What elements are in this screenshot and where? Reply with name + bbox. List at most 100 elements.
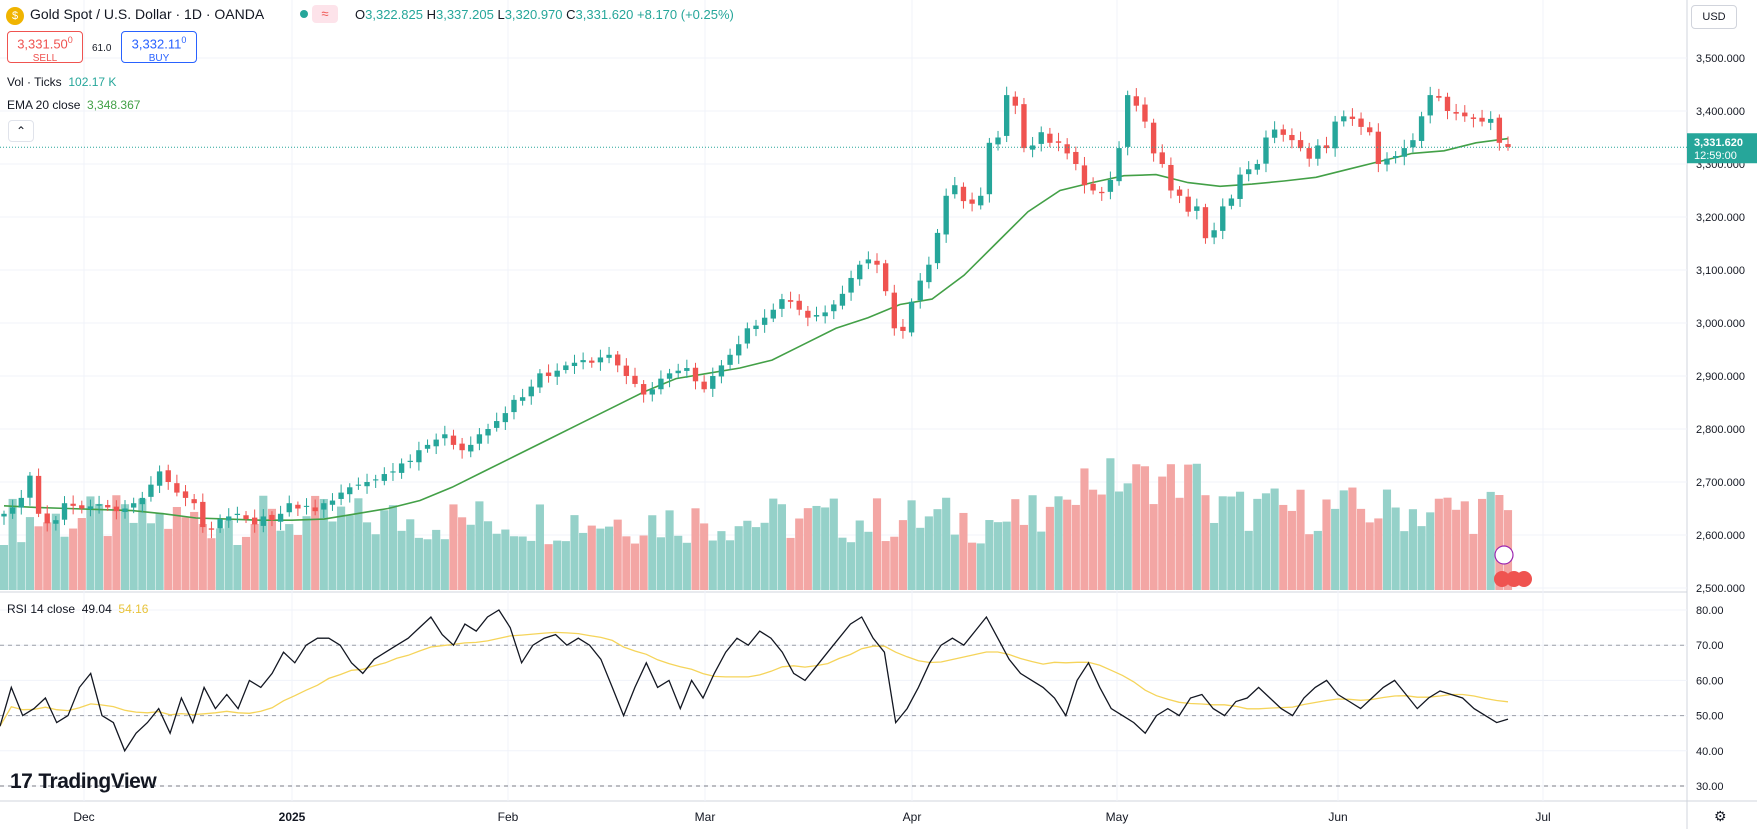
candle-body: [1099, 191, 1105, 194]
compare-wave-icon[interactable]: ≈: [312, 5, 338, 23]
volume-legend[interactable]: Vol · Ticks 102.17 K: [7, 74, 116, 90]
rsi-legend[interactable]: RSI 14 close 49.04 54.16: [7, 601, 148, 617]
rsi-tick-label: 30.00: [1696, 781, 1724, 793]
volume-bar: [1382, 489, 1392, 590]
sell-price-sup: 0: [67, 35, 73, 45]
volume-bar: [224, 520, 233, 590]
candle-body: [1488, 118, 1494, 123]
rsi-value: 49.04: [81, 602, 112, 616]
rsi-name: RSI 14 close: [7, 602, 76, 616]
candle-body: [70, 503, 76, 506]
spread-value: 61.0: [92, 43, 112, 54]
candle-body: [226, 516, 232, 521]
volume-bar: [1192, 463, 1201, 590]
sell-button[interactable]: 3,331.500 SELL: [7, 31, 83, 65]
volume-bar: [328, 521, 337, 590]
candle-body: [1349, 116, 1356, 119]
candle-body: [1263, 137, 1269, 164]
currency-selector[interactable]: USD: [1691, 5, 1737, 29]
tradingview-logo[interactable]: 17 TradingView: [10, 770, 157, 794]
volume-bar: [544, 544, 553, 590]
candle-body: [1453, 112, 1459, 114]
settings-gear-icon[interactable]: ⚙: [1714, 808, 1727, 824]
candle-body: [295, 504, 301, 509]
volume-bar: [847, 542, 856, 590]
volume-bar: [1486, 491, 1495, 590]
candle-body: [537, 373, 543, 388]
candle-body: [658, 378, 664, 390]
candle-body: [1254, 164, 1261, 170]
us-flag-event-icon: [1494, 571, 1510, 587]
volume-bar: [198, 524, 207, 590]
volume-bar: [1322, 499, 1331, 590]
candle-body: [1271, 129, 1278, 138]
buy-price: 3,332.11: [131, 36, 182, 52]
symbol-title[interactable]: Gold Spot / U.S. Dollar · 1D · OANDA: [30, 6, 265, 22]
volume-bar: [717, 531, 726, 590]
candle-body: [372, 479, 379, 481]
volume-bar: [285, 524, 294, 590]
candle-body: [1228, 198, 1235, 206]
us-flag-event-icon: [1516, 571, 1532, 587]
ema-legend[interactable]: EMA 20 close 3,348.367: [7, 97, 140, 113]
volume-bar: [1201, 495, 1210, 590]
volume-bar: [1063, 499, 1072, 590]
volume-bar: [466, 524, 475, 590]
volume-bar: [795, 518, 804, 590]
candle-body: [105, 505, 111, 508]
candle-body: [684, 368, 690, 371]
candle-body: [459, 443, 465, 451]
rsi-ma-value: 54.16: [118, 602, 149, 616]
sell-price: 3,331.50: [17, 36, 68, 52]
volume-bar: [250, 523, 259, 590]
candle-body: [1306, 148, 1312, 159]
buy-button[interactable]: 3,332.110 BUY: [121, 31, 197, 65]
collapse-legend-button[interactable]: ⌃: [8, 120, 34, 142]
candle-body: [882, 263, 889, 292]
buy-price-sup: 0: [181, 35, 187, 45]
volume-bar: [691, 508, 700, 590]
ohlc-close-value: 3,331.620: [575, 7, 634, 22]
candle-body: [1323, 145, 1330, 149]
volume-bar: [492, 533, 501, 590]
volume-bar: [397, 530, 406, 590]
candle-body: [813, 315, 820, 317]
candle-body: [1159, 152, 1165, 164]
candle-body: [571, 362, 578, 367]
volume-bar: [60, 536, 69, 590]
candle-body: [260, 516, 266, 526]
candle-body: [528, 386, 534, 397]
candle-body: [148, 484, 154, 497]
volume-bar: [596, 528, 605, 590]
buy-label: BUY: [148, 53, 170, 65]
candle-body: [606, 354, 612, 358]
sell-label: SELL: [32, 53, 58, 65]
volume-bar: [803, 508, 812, 590]
volume-bar: [1097, 494, 1106, 590]
candle-body: [1479, 117, 1485, 122]
candle-body: [640, 384, 647, 395]
candle-body: [926, 264, 932, 283]
candle-body: [1384, 158, 1390, 165]
candle-body: [1220, 206, 1226, 231]
volume-bar: [371, 534, 380, 590]
rsi-tick-label: 60.00: [1696, 675, 1724, 687]
volume-bar: [1296, 489, 1305, 590]
volume-bar: [146, 523, 156, 590]
candle-body: [727, 354, 733, 365]
candle-body: [1418, 116, 1425, 141]
time-tick-label: Apr: [903, 810, 922, 824]
candle-body: [1211, 230, 1217, 238]
volume-bar: [1391, 507, 1400, 590]
volume-bar: [1356, 508, 1366, 590]
volume-bar: [1175, 497, 1184, 590]
countdown-label: 12:59:00: [1694, 150, 1737, 162]
candle-body: [416, 450, 422, 463]
volume-bar: [483, 521, 493, 590]
candle-body: [986, 142, 993, 195]
candle-body: [753, 325, 759, 330]
volume-bar: [172, 506, 181, 590]
rsi-tick-label: 40.00: [1696, 746, 1724, 758]
volume-bar: [25, 517, 34, 590]
